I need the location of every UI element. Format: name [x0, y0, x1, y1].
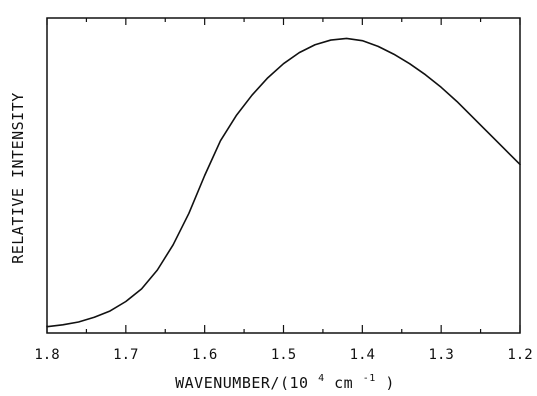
tick-labels: 1.8 1.7 1.6 1.5 1.4 1.3 1.2	[34, 347, 532, 363]
x-tick-label-1: 1.7	[113, 347, 138, 363]
x-axis-label-middle: cm	[334, 374, 353, 392]
x-axis-label: WAVENUMBER/(10 4 cm -1 )	[175, 367, 395, 392]
y-axis-label: RELATIVE INTENSITY	[9, 92, 27, 264]
plot-border	[46, 17, 521, 334]
x-tick-label-6: 1.2	[507, 347, 532, 363]
x-axis-label-power: 4	[318, 373, 325, 384]
x-axis-label-unit-power: -1	[363, 373, 376, 384]
x-axis-label-prefix: WAVENUMBER/(10	[175, 374, 308, 392]
plot-frame	[46, 17, 521, 334]
x-axis-label-suffix: )	[385, 374, 395, 392]
major-ticks	[46, 18, 521, 333]
x-tick-label-5: 1.3	[429, 347, 454, 363]
x-tick-label-0: 1.8	[34, 347, 59, 363]
x-tick-label-2: 1.6	[192, 347, 217, 363]
x-tick-label-4: 1.4	[350, 347, 375, 363]
x-tick-label-3: 1.5	[271, 347, 296, 363]
spectrum-curve	[46, 37, 521, 328]
minor-ticks	[85, 18, 482, 333]
